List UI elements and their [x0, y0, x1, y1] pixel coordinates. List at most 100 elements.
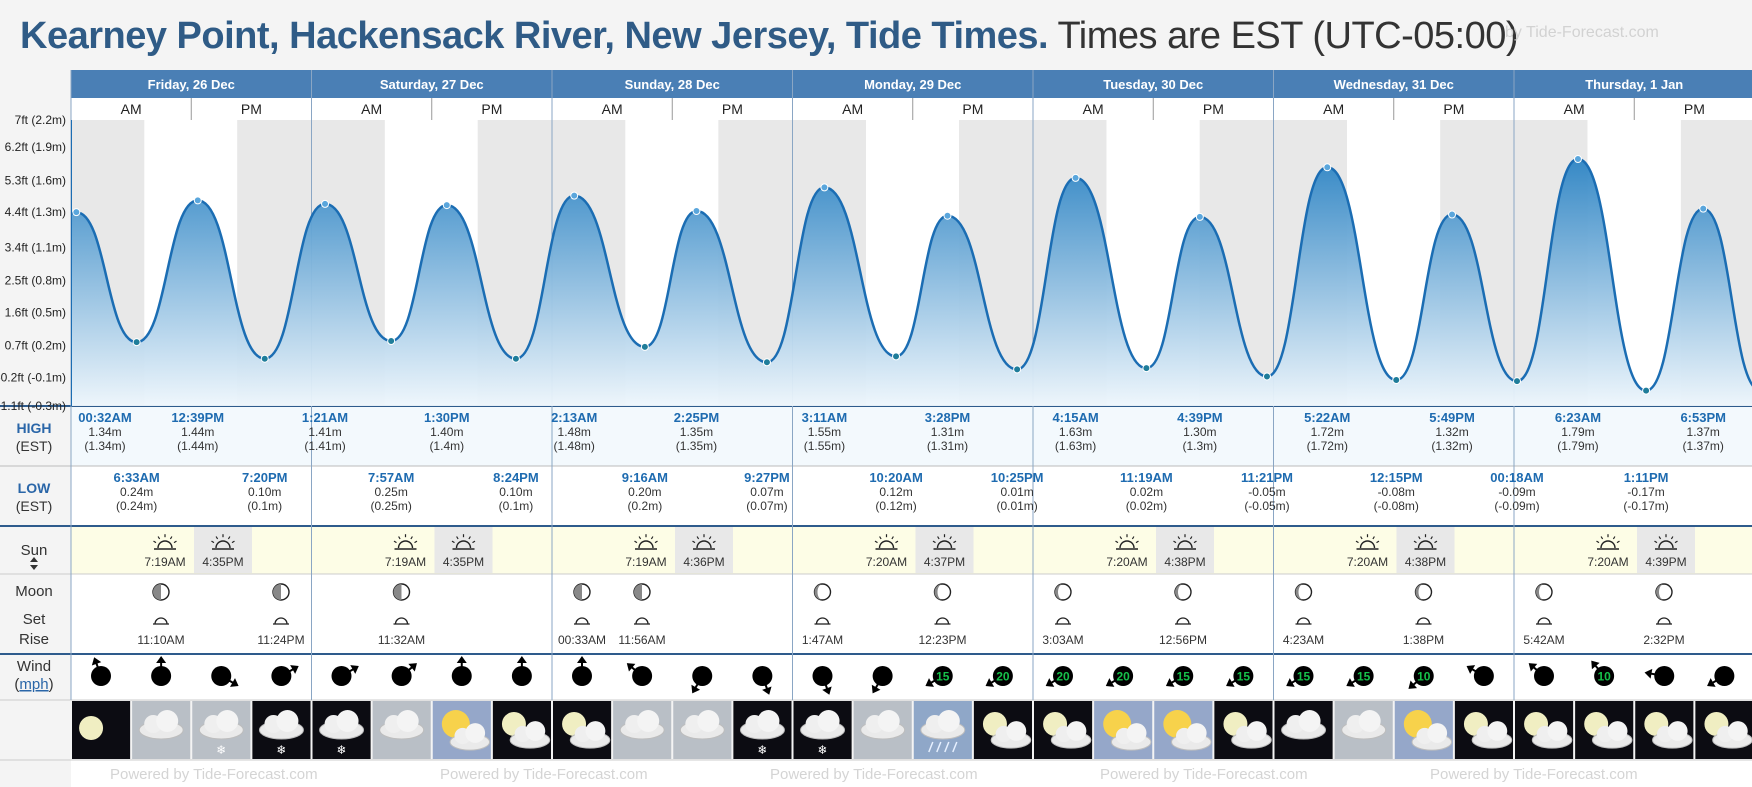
high-row-tz: (EST): [16, 438, 53, 454]
low-tide-height: 0.20m: [628, 485, 661, 499]
low-tide-time: 7:20PM: [242, 470, 288, 485]
cloud-icon: [739, 710, 785, 740]
high-tide-time: 6:23AM: [1555, 410, 1601, 425]
low-tide-time: 11:19AM: [1120, 470, 1173, 485]
moonrise-time: 12:56PM: [1159, 633, 1207, 647]
am-label: AM: [1323, 101, 1344, 117]
high-tide-height-secondary: (1.32m): [1431, 439, 1472, 453]
wind-speed: 10: [1537, 670, 1551, 684]
high-tide-time: 1:21AM: [302, 410, 348, 425]
moonrise-time: 12:23PM: [918, 633, 966, 647]
high-tide-time: 5:22AM: [1304, 410, 1350, 425]
sunrise-icon: [1413, 534, 1438, 550]
high-tide-height: 1.30m: [1183, 425, 1216, 439]
high-tide-height-secondary: (1.4m): [429, 439, 464, 453]
brand-watermark: by Tide-Forecast.com: [1505, 24, 1659, 41]
moonrise-icon: [1296, 617, 1311, 625]
title-place: Kearney Point, Hackensack River, New Jer…: [20, 15, 1049, 57]
y-tick-label: 7ft (2.2m): [15, 113, 66, 127]
high-tide-point: [1573, 155, 1582, 163]
high-tide-point: [820, 183, 829, 192]
high-tide-point: [72, 208, 81, 217]
low-tide-point: [762, 358, 771, 367]
tide-area: [71, 159, 1752, 406]
low-tide-height: -0.08m: [1378, 485, 1415, 499]
moon-shadow: [273, 584, 281, 600]
moon-row-label: Moon: [15, 583, 53, 600]
wind-speed-badge: [1293, 666, 1314, 686]
moonrise-icon: [815, 617, 830, 625]
sunset-time: 4:38PM: [1164, 555, 1205, 569]
low-tide-height: -0.17m: [1627, 485, 1664, 499]
wind-speed: 5: [519, 670, 526, 684]
low-tide-point: [1642, 386, 1651, 395]
wind-speed-badge: [992, 666, 1013, 686]
high-tide-point: [1195, 212, 1204, 221]
moonrise-icon: [274, 617, 288, 625]
sunrise-icon: [211, 534, 235, 550]
high-tide-height-secondary: (1.72m): [1307, 439, 1348, 453]
cloud-icon: [1171, 723, 1212, 751]
cloud-icon: [449, 723, 491, 751]
low-tide-height-secondary: (-0.17m): [1623, 499, 1668, 513]
low-tide-height-secondary: (0.01m): [996, 499, 1037, 513]
low-tide-time: 9:27PM: [744, 470, 790, 485]
low-row-tz: (EST): [16, 498, 53, 514]
sunrise-icon: [1115, 534, 1139, 550]
sunrise-icon: [1355, 534, 1380, 550]
am-label: AM: [842, 101, 863, 117]
y-tick-label: 3.4ft (1.1m): [5, 241, 66, 255]
low-tide-point: [387, 337, 396, 345]
sunset-time: 4:39PM: [1645, 555, 1686, 569]
footer-watermark: Powered by Tide-Forecast.com: [1430, 766, 1638, 783]
high-tide-point: [1071, 173, 1080, 182]
day-label: Thursday, 1 Jan: [1585, 77, 1683, 92]
pm-label: PM: [722, 101, 743, 117]
wind-speed-badge: [1654, 666, 1675, 686]
wind-speed: 15: [1177, 670, 1191, 684]
moonrise-time: 3:03AM: [1042, 633, 1083, 647]
cloud-icon: [138, 710, 184, 740]
snow-icon: ❄: [276, 743, 286, 757]
wind-speed-badge: [211, 666, 232, 686]
wind-speed-badge: [391, 666, 412, 686]
pm-label: PM: [962, 101, 983, 117]
low-tide-time: 1:11PM: [1624, 470, 1669, 485]
cloud-icon: [1591, 721, 1633, 749]
moonrise-icon: [1657, 617, 1671, 625]
cloud-icon: [679, 710, 725, 740]
sun-row-label: Sun: [21, 542, 48, 559]
cloud-icon: [319, 710, 365, 740]
high-tide-height: 1.63m: [1059, 425, 1092, 439]
high-tide-height-secondary: (1.55m): [804, 439, 845, 453]
wind-unit-link[interactable]: mph: [19, 676, 48, 693]
wind-speed-badge: [1714, 666, 1735, 686]
high-tide-height: 1.37m: [1687, 425, 1720, 439]
wind-speed: 5: [819, 670, 826, 684]
moonrise-time: 4:23AM: [1283, 633, 1324, 647]
low-tide-height: 0.02m: [1130, 485, 1163, 499]
sunrise-time: 7:20AM: [1106, 555, 1147, 569]
low-tide-height: 0.12m: [879, 485, 912, 499]
high-tide-point: [442, 201, 451, 210]
moon-shadow: [153, 584, 161, 600]
sunset-time: 4:35PM: [443, 555, 484, 569]
wind-speed-badge: [451, 666, 472, 686]
wind-speed: 5: [759, 670, 766, 684]
low-tide-point: [1142, 364, 1151, 373]
day-label: Monday, 29 Dec: [864, 77, 961, 92]
moon-shadow: [634, 584, 642, 600]
pm-label: PM: [241, 101, 262, 117]
sunrise-time: 7:20AM: [866, 555, 907, 569]
wind-speed: 5: [158, 670, 165, 684]
wind-speed: 5: [579, 670, 586, 684]
low-tide-height: 0.07m: [750, 485, 783, 499]
high-tide-time: 1:30PM: [424, 410, 470, 425]
cloud-icon: [1341, 710, 1387, 740]
high-tide-height-secondary: (1.79m): [1557, 439, 1598, 453]
low-tide-point: [132, 338, 141, 347]
footer-row-bg: [71, 760, 1752, 787]
low-tide-time: 7:57AM: [368, 470, 414, 485]
snow-icon: ❄: [818, 743, 828, 757]
